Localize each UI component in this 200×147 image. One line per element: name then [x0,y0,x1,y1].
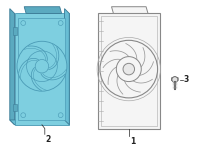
Polygon shape [64,9,69,125]
Text: 1: 1 [130,137,135,146]
Polygon shape [112,7,148,13]
Text: 3: 3 [183,75,189,84]
Polygon shape [18,18,65,120]
Circle shape [58,113,63,118]
Circle shape [58,21,63,25]
Circle shape [116,57,141,82]
Polygon shape [10,9,15,125]
Polygon shape [13,104,17,111]
Circle shape [21,113,26,118]
Polygon shape [172,76,178,82]
Circle shape [123,63,135,75]
Polygon shape [10,120,69,125]
Circle shape [21,21,26,25]
Circle shape [100,40,158,98]
Polygon shape [15,13,69,125]
FancyBboxPatch shape [98,13,160,129]
Polygon shape [13,27,17,35]
Circle shape [17,41,67,91]
Circle shape [172,77,178,82]
Circle shape [27,51,57,82]
Polygon shape [24,7,62,13]
Text: 2: 2 [46,135,51,144]
Circle shape [35,60,49,73]
